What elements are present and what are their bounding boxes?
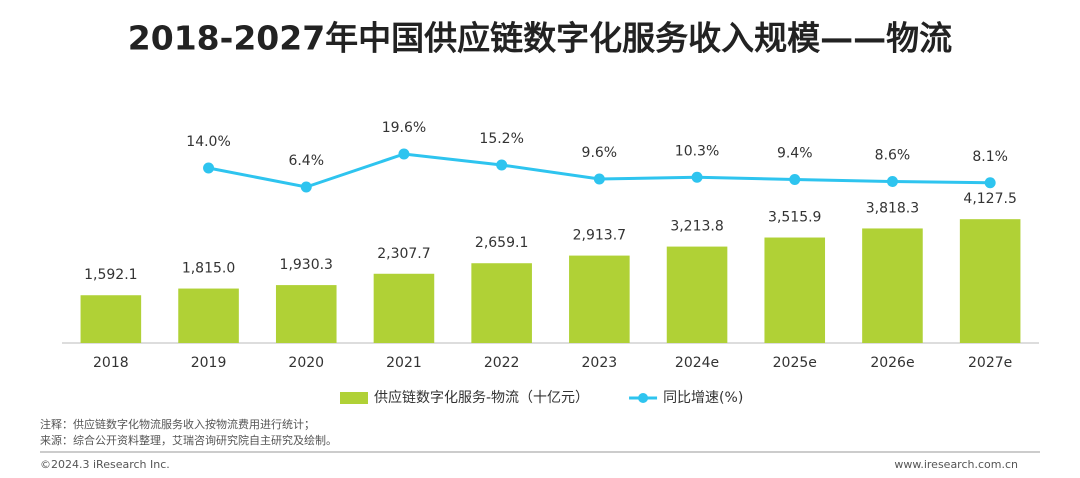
x-tick-label: 2025e	[773, 355, 817, 371]
line-point	[984, 177, 996, 189]
bar	[959, 219, 1021, 343]
legend-label: 供应链数字化服务-物流（十亿元）	[374, 389, 589, 406]
x-tick-label: 2021	[386, 355, 422, 371]
website: www.iresearch.com.cn	[894, 458, 1018, 471]
data-label: 1,815.0	[182, 261, 235, 277]
legend-label: 同比增速(%)	[663, 390, 743, 406]
chart-title: 2018-2027年中国供应链数字化服务收入规模——物流	[128, 19, 952, 58]
data-label: 1,930.3	[280, 257, 333, 273]
data-label: 3,213.8	[670, 219, 723, 235]
data-label: 4,127.5	[963, 191, 1016, 207]
bar	[471, 263, 532, 343]
note: 来源：综合公开资料整理，艾瑞咨询研究院自主研究及绘制。	[40, 433, 337, 447]
legend-swatch	[638, 393, 649, 403]
data-label: 14.0%	[186, 134, 230, 150]
bar	[275, 285, 337, 343]
x-tick-label: 2023	[582, 355, 618, 371]
bar	[666, 246, 728, 343]
bar	[764, 237, 826, 343]
data-label: 1,592.1	[84, 267, 137, 283]
data-label: 8.6%	[875, 148, 911, 164]
x-tick-label: 2024e	[675, 355, 719, 371]
legend-swatch	[340, 392, 368, 404]
line-point	[789, 174, 801, 185]
data-label: 10.3%	[675, 143, 719, 159]
note: 注释：供应链数字化物流服务收入按物流费用进行统计；	[40, 417, 315, 431]
data-label: 3,515.9	[768, 210, 821, 226]
data-label: 9.4%	[777, 146, 813, 162]
data-label: 8.1%	[972, 149, 1008, 165]
bar	[80, 295, 142, 343]
x-tick-label: 2019	[191, 355, 227, 371]
line-point	[203, 162, 215, 174]
line-point	[398, 148, 410, 160]
data-label: 2,913.7	[573, 228, 626, 244]
data-label: 9.6%	[582, 145, 618, 161]
bar	[373, 273, 435, 343]
data-label: 15.2%	[479, 131, 523, 147]
copyright: ©2024.3 iResearch Inc.	[40, 458, 170, 471]
data-label: 2,659.1	[475, 235, 528, 251]
data-label: 3,818.3	[866, 200, 919, 216]
x-tick-label: 2020	[288, 355, 324, 371]
x-tick-label: 2027e	[968, 355, 1012, 371]
bar	[178, 288, 239, 343]
line-point	[496, 159, 508, 171]
x-tick-label: 2026e	[870, 355, 914, 371]
data-label: 2,307.7	[377, 246, 430, 262]
x-tick-label: 2018	[93, 355, 129, 371]
x-tick-label: 2022	[484, 355, 520, 371]
data-label: 6.4%	[288, 153, 324, 169]
line-point	[593, 173, 605, 185]
line-point	[886, 176, 898, 187]
line-point	[300, 181, 312, 193]
line-point	[691, 171, 703, 183]
bar	[569, 255, 630, 343]
bar	[862, 228, 923, 343]
data-label: 19.6%	[382, 120, 426, 136]
